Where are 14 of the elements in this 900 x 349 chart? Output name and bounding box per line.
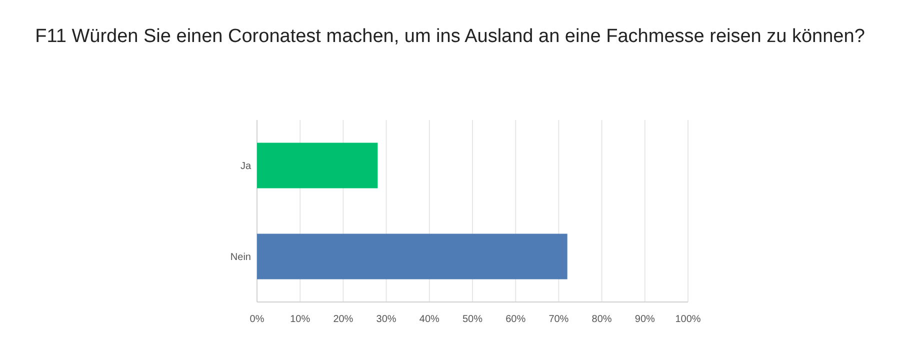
x-tick-label: 10% bbox=[290, 314, 310, 325]
x-tick-label: 90% bbox=[634, 314, 656, 325]
x-tick-label: 40% bbox=[419, 314, 440, 325]
x-tick-label: 0% bbox=[250, 314, 264, 325]
x-tick-label: 60% bbox=[506, 314, 526, 325]
x-tick-label: 20% bbox=[333, 314, 354, 325]
x-tick-label: 50% bbox=[462, 314, 483, 325]
x-tick-label: 70% bbox=[548, 314, 569, 325]
x-tick-label: 30% bbox=[376, 314, 396, 325]
chart-title: F11 Würden Sie einen Coronatest machen, um ins Ausland an eine Fachmesse reisen zu können? bbox=[35, 26, 865, 47]
x-tick-label: 100% bbox=[675, 314, 701, 325]
y-tick-label: Nein bbox=[230, 252, 251, 263]
y-tick-label: Ja bbox=[240, 161, 252, 172]
x-tick-label: 80% bbox=[592, 314, 612, 325]
